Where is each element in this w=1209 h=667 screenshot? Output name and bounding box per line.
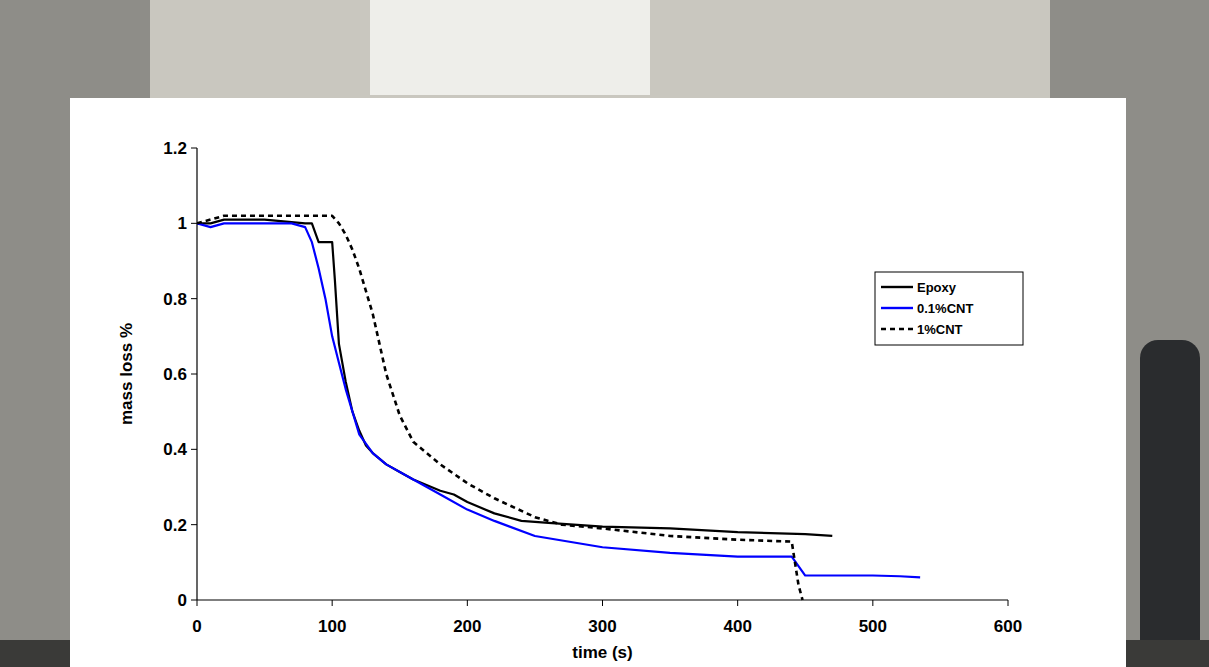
y-tick [191, 374, 197, 375]
y-tick-label: 0.4 [163, 440, 187, 459]
photo-background [0, 0, 1209, 667]
y-tick-label: 0.6 [163, 365, 187, 384]
legend-swatch [881, 286, 913, 288]
x-tick-label: 100 [318, 617, 346, 636]
y-axis-title: mass loss % [117, 323, 136, 425]
x-axis-title: time (s) [572, 643, 632, 662]
photo-sheet [370, 0, 650, 95]
x-tick [602, 600, 603, 606]
x-tick-label: 400 [723, 617, 751, 636]
x-tick [1008, 600, 1009, 606]
x-tick-label: 0 [192, 617, 201, 636]
y-tick-label: 0.2 [163, 516, 187, 535]
y-tick-label: 0 [178, 591, 187, 610]
photo-cabinet [150, 0, 1050, 100]
x-tick-label: 600 [994, 617, 1022, 636]
x-tick [737, 600, 738, 606]
x-tick [197, 600, 198, 606]
legend-label: 1%CNT [917, 322, 963, 337]
chart-area [70, 98, 1126, 667]
x-tick [872, 600, 873, 606]
x-tick-label: 200 [453, 617, 481, 636]
photo-cylinder [1140, 340, 1200, 667]
legend-label: Epoxy [917, 280, 957, 295]
y-tick [191, 449, 197, 450]
x-tick [332, 600, 333, 606]
x-tick-label: 500 [859, 617, 887, 636]
y-tick [191, 298, 197, 299]
legend-swatch [881, 328, 913, 330]
y-tick-label: 0.8 [163, 290, 187, 309]
series-line [197, 223, 920, 577]
y-tick [191, 524, 197, 525]
y-tick-label: 1.2 [163, 139, 187, 158]
y-tick-label: 1 [178, 214, 187, 233]
x-tick-label: 300 [588, 617, 616, 636]
series-line [197, 216, 803, 600]
y-tick [191, 223, 197, 224]
series-line [197, 220, 832, 536]
legend-swatch [881, 307, 913, 309]
plot-marks [197, 216, 920, 600]
legend-box [875, 272, 1023, 345]
legend: Epoxy 0.1%CNT 1%CNT [875, 272, 1023, 345]
y-tick [191, 148, 197, 149]
x-tick [467, 600, 468, 606]
y-tick [191, 600, 197, 601]
legend-label: 0.1%CNT [917, 301, 973, 316]
